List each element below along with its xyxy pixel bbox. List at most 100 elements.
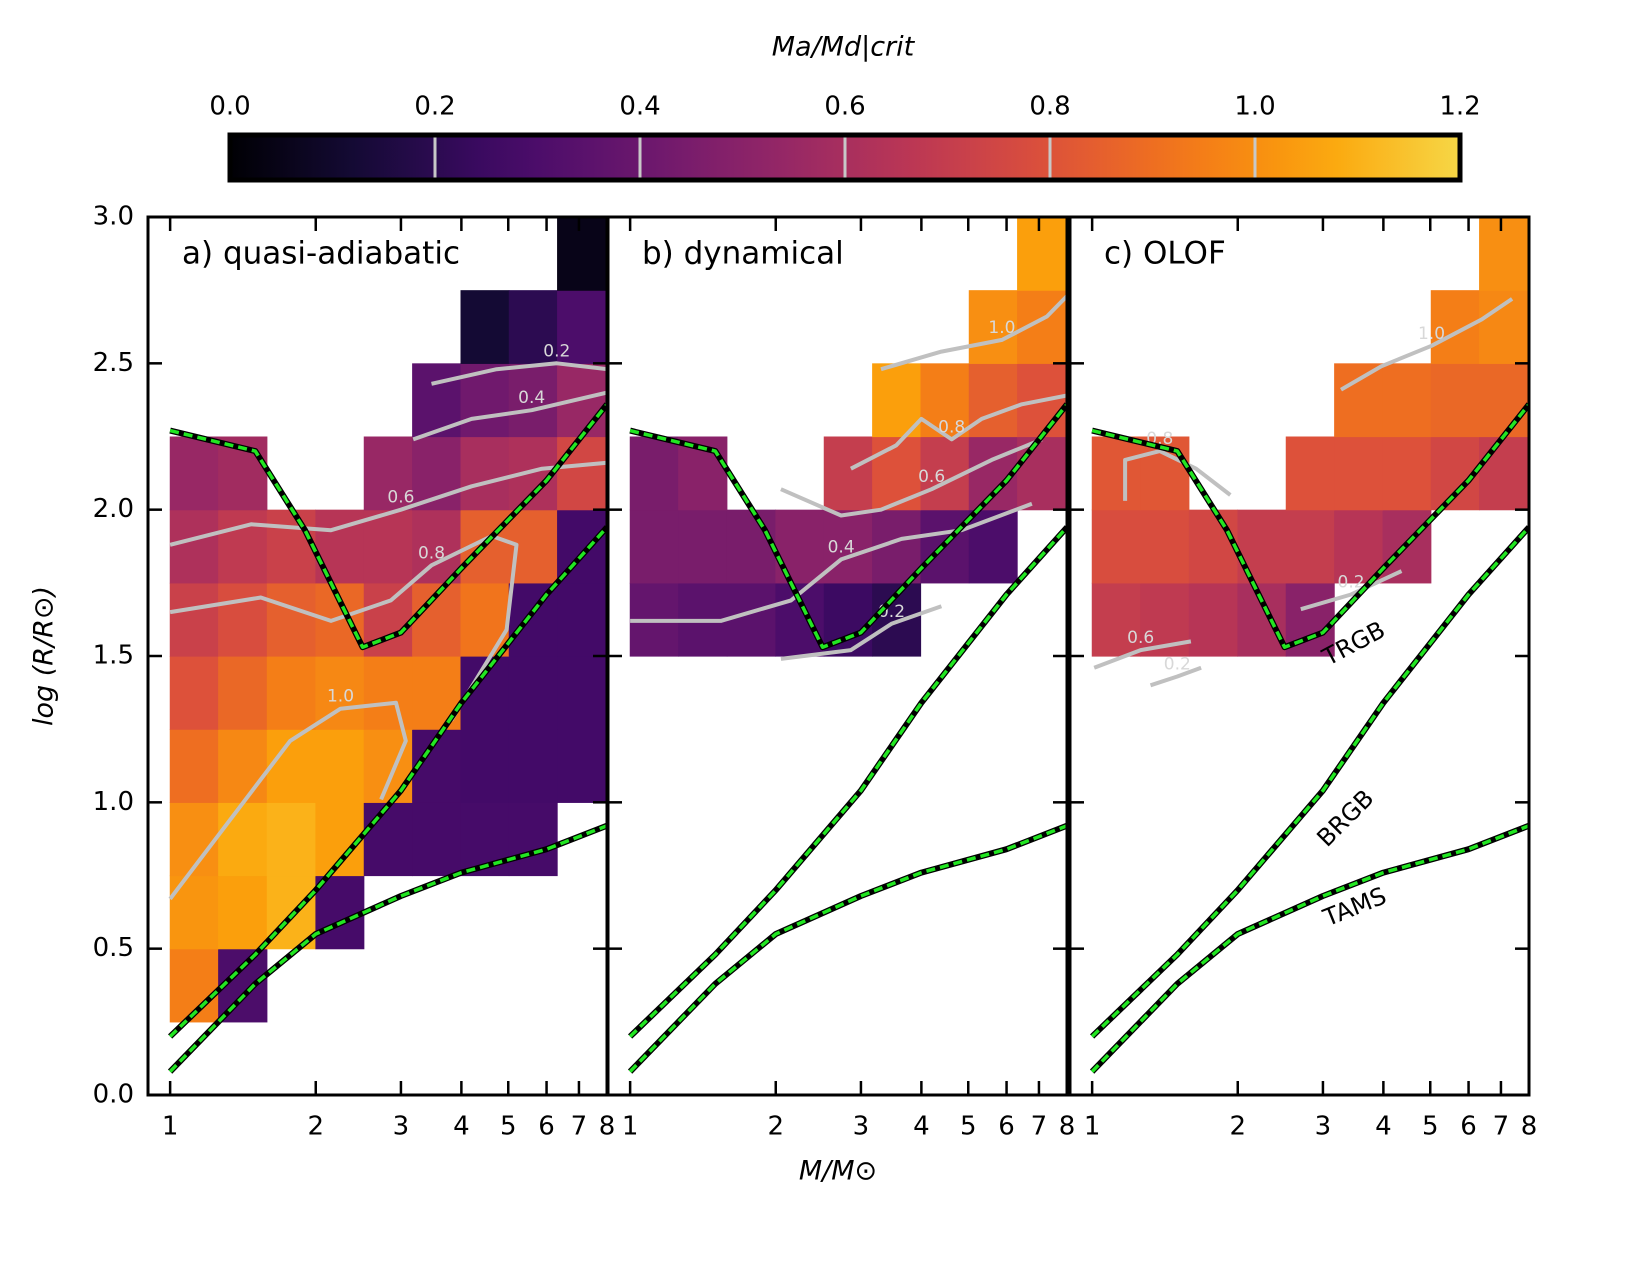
contour-line [849,393,1067,471]
heatmap-cell [968,363,1018,438]
contour-label: 0.6 [1127,628,1154,648]
panel-frame [1068,215,1531,1097]
x-tick-label: 8 [1521,1112,1538,1142]
contour-line [412,390,607,442]
heatmap-cell [872,363,922,438]
curve [628,526,1067,1038]
heatmap-cell [726,509,777,584]
panel: 0.2 0.4 0.6 0.8 1.0 1 2 3 4 5 6 7 8 0.0 0.5 1.0 1.5 2.0 2.… [93,202,616,1142]
y-tick-label: 1.0 [93,787,134,817]
heatmap-cell [412,509,462,584]
x-tick-label: 2 [1229,1112,1246,1142]
contours: 0.2 0.4 0.6 0.8 1.0 [168,341,607,901]
x-tick-label: 7 [1493,1112,1510,1142]
heatmap-cell [508,363,558,438]
contour-line [169,460,607,547]
heatmap-cell [1091,509,1141,584]
colorbar-tick-label: 0.8 [1029,92,1070,122]
heatmap-cell [218,509,268,584]
y-axis-label: log (R/R⊙) [29,586,60,726]
heatmap-cell [508,656,558,730]
curve [1091,403,1529,649]
boundary-curves [627,402,1067,1074]
x-tick-label: 3 [393,1112,410,1142]
heatmap-cell [1017,217,1067,291]
heatmap-cell [1091,582,1141,657]
heatmap [1091,217,1529,657]
y-tick-label: 1.5 [93,641,134,671]
x-tick-label: 2 [307,1112,324,1142]
x-axis-label: M/M⊙ [799,1156,877,1187]
contour-label: 0.6 [387,488,414,508]
heatmap-cell [678,509,728,584]
heatmap-cell [1285,509,1335,584]
curve [629,403,1067,649]
x-tick-label: 5 [500,1112,517,1142]
x-tick-label: 6 [538,1112,555,1142]
heatmap-cell [557,729,607,803]
heatmap-cell [1091,436,1141,511]
curve-outline [627,822,1067,1074]
x-tick-label: 3 [853,1112,870,1142]
heatmap-cell [363,656,413,730]
colorbar-label: Ma/Md|crit [772,32,916,63]
heatmap-cell [557,436,607,511]
contour-label: 0.8 [418,543,445,563]
heatmap-cell [508,729,558,803]
contour-label: 1.0 [1418,324,1445,344]
x-tick-label: 1 [162,1112,179,1142]
contour-line [1093,639,1192,670]
heatmap-cell [315,875,365,950]
x-tick-label: 6 [1460,1112,1477,1142]
heatmap-cell [1140,509,1190,584]
contour-line [1339,297,1514,392]
heatmap-cell [363,802,413,877]
heatmap-cell [266,802,317,877]
heatmap-cell [1382,363,1432,438]
heatmap-cell [460,582,510,657]
heatmap-cell [726,582,777,657]
x-tick-label: 4 [913,1112,930,1142]
colorbar-frame [227,132,1463,183]
curve-label: TAMS [1318,882,1390,933]
heatmap-cell [169,656,219,730]
contour-label: 1.0 [988,318,1015,338]
x-tick-label: 5 [960,1112,977,1142]
contour-label: 0.2 [543,341,570,361]
contour-line [780,437,1043,518]
heatmap-cell [629,509,679,584]
heatmap-cell [1188,582,1239,657]
curve [169,403,607,649]
contours: 1.00.80.60.20.2 [1093,297,1514,688]
heatmap-cell [1237,582,1287,657]
heatmap-cell [1334,436,1384,511]
x-tick-label: 8 [599,1112,616,1142]
heatmap-cell [1334,363,1384,438]
heatmap-cell [315,729,365,803]
heatmap-cell [508,290,558,364]
boundary-curves [167,402,607,1074]
heatmap-cell [218,656,268,730]
x-tick-label: 2 [767,1112,784,1142]
panel-title: b) dynamical [642,236,844,272]
contour-line [780,604,943,661]
x-tick-label: 8 [1059,1112,1076,1142]
heatmap-cell [412,802,462,877]
heatmap-cell [872,436,922,511]
heatmap-cell [1479,217,1529,291]
contour-label: 0.6 [918,467,945,487]
y-tick-label: 3.0 [93,202,134,232]
y-tick-label: 2.0 [93,494,134,524]
curve [1090,824,1529,1073]
heatmap-cell [266,509,317,584]
contour-line [880,294,1067,372]
panel-frame [606,215,1069,1097]
contour-label: 0.4 [518,388,545,408]
heatmap-cell [460,436,510,511]
x-tick-label: 7 [571,1112,588,1142]
colorbar-tick-label: 0.6 [824,92,865,122]
heatmap-cell [169,582,219,657]
heatmap-cell [218,875,268,950]
x-tick-label: 6 [998,1112,1015,1142]
colorbar-tick-label: 0.0 [209,92,250,122]
